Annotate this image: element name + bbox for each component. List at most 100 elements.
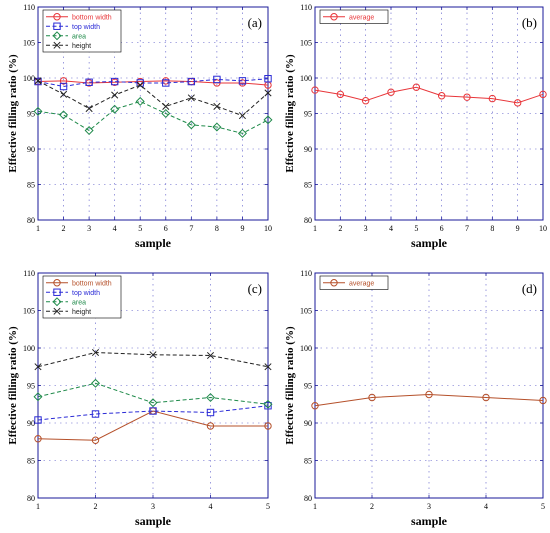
x-tick-label: 1 bbox=[36, 502, 40, 511]
y-tick-label: 110 bbox=[23, 3, 35, 12]
data-point bbox=[206, 351, 215, 360]
y-tick-label: 80 bbox=[27, 216, 35, 225]
series-average bbox=[311, 83, 547, 107]
x-tick-label: 2 bbox=[338, 224, 342, 233]
legend: bottom width top width area height bbox=[42, 275, 122, 319]
x-tick-label: 4 bbox=[389, 224, 393, 233]
y-tick-label: 85 bbox=[27, 181, 35, 190]
series-area bbox=[33, 96, 273, 138]
y-tick-label: 85 bbox=[27, 457, 35, 466]
x-tick-label: 7 bbox=[465, 224, 469, 233]
legend-label: top width bbox=[72, 24, 100, 31]
panel-label: (b) bbox=[522, 15, 537, 30]
data-point bbox=[488, 94, 497, 103]
x-axis-label: sample bbox=[411, 514, 448, 528]
y-tick-label: 85 bbox=[304, 457, 312, 466]
chart-panel-d: 80 85 90 95 100 105 110 1 2 3 4 5 Effective filling … bbox=[284, 269, 547, 528]
series-average bbox=[311, 390, 547, 410]
panel-label: (a) bbox=[248, 15, 262, 30]
data-point bbox=[90, 378, 101, 388]
x-tick-label: 4 bbox=[113, 224, 117, 233]
data-point bbox=[53, 288, 61, 296]
series-top-width bbox=[34, 402, 272, 424]
series-line bbox=[37, 351, 269, 368]
x-tick-label: 3 bbox=[364, 224, 368, 233]
series-area bbox=[33, 378, 273, 409]
y-tick-label: 90 bbox=[27, 419, 35, 428]
data-point bbox=[212, 122, 222, 132]
data-point bbox=[52, 297, 62, 307]
data-point bbox=[91, 436, 100, 444]
data-point bbox=[311, 402, 319, 410]
y-axis-label: Effective filling ratio (%) bbox=[7, 54, 19, 173]
data-point bbox=[539, 396, 547, 405]
legend-box bbox=[319, 275, 389, 290]
x-tick-label: 3 bbox=[151, 502, 155, 511]
data-point bbox=[264, 363, 272, 371]
series-bottom-width bbox=[34, 77, 272, 89]
x-tick-label: 1 bbox=[36, 224, 40, 233]
data-point bbox=[437, 92, 446, 100]
y-tick-label: 80 bbox=[304, 216, 312, 225]
x-tick-label: 2 bbox=[370, 502, 374, 511]
panel-label: (d) bbox=[522, 281, 537, 296]
x-tick-label: 4 bbox=[209, 502, 213, 511]
x-tick-label: 8 bbox=[215, 224, 219, 233]
y-tick-label: 95 bbox=[304, 382, 312, 391]
y-tick-label: 90 bbox=[304, 419, 312, 428]
data-point bbox=[53, 13, 61, 21]
y-tick-label: 110 bbox=[300, 3, 312, 12]
x-tick-label: 9 bbox=[240, 224, 244, 233]
legend-label: bottom width bbox=[72, 280, 112, 287]
y-tick-label: 100 bbox=[23, 344, 35, 353]
data-point bbox=[148, 398, 158, 408]
x-axis-label: sample bbox=[135, 514, 172, 528]
y-tick-label: 95 bbox=[304, 110, 312, 119]
data-point bbox=[34, 77, 42, 86]
data-point bbox=[84, 126, 94, 136]
x-tick-label: 10 bbox=[264, 224, 272, 233]
chart-panel-b: 80 85 90 95 100 105 110 1 2 3 4 5 6 7 8 9 10 Effective fi… bbox=[284, 3, 547, 250]
data-point bbox=[162, 102, 170, 110]
data-point bbox=[85, 78, 93, 86]
legend-label: area bbox=[72, 299, 86, 306]
data-point bbox=[33, 392, 43, 402]
y-tick-label: 100 bbox=[23, 74, 35, 83]
chart-panel-c: 80 85 90 95 100 105 110 1 2 3 4 5 Effective filling … bbox=[7, 269, 273, 528]
data-point bbox=[136, 79, 144, 87]
data-point bbox=[53, 22, 61, 30]
x-tick-label: 4 bbox=[484, 502, 488, 511]
y-tick-label: 110 bbox=[300, 269, 312, 278]
legend-label: average bbox=[349, 14, 374, 21]
data-point bbox=[110, 77, 119, 86]
series-line bbox=[37, 382, 269, 405]
data-point bbox=[161, 108, 171, 119]
legend: bottom width top width area height bbox=[42, 9, 122, 53]
data-point bbox=[59, 110, 69, 120]
x-tick-label: 2 bbox=[62, 224, 66, 233]
data-point bbox=[187, 77, 196, 86]
data-point bbox=[34, 77, 42, 85]
data-point bbox=[34, 363, 42, 371]
data-point bbox=[53, 41, 61, 49]
data-point bbox=[264, 89, 272, 97]
y-axis-label: Effective filling ratio (%) bbox=[7, 326, 19, 445]
legend: average bbox=[319, 275, 389, 290]
data-point bbox=[149, 351, 157, 359]
data-point bbox=[110, 104, 120, 114]
y-tick-label: 105 bbox=[23, 307, 35, 316]
y-tick-label: 110 bbox=[23, 269, 35, 278]
chart-panel-a: 80 85 90 95 100 105 110 1 2 3 4 5 6 7 8 9 10 Effective fi… bbox=[7, 3, 273, 250]
data-point bbox=[264, 402, 272, 410]
data-point bbox=[205, 392, 216, 403]
data-point bbox=[412, 83, 421, 91]
x-tick-label: 6 bbox=[440, 224, 444, 233]
data-point bbox=[336, 90, 345, 99]
data-point bbox=[238, 112, 246, 120]
data-point bbox=[162, 79, 170, 87]
y-tick-label: 105 bbox=[300, 39, 312, 48]
data-point bbox=[425, 390, 433, 399]
data-point bbox=[213, 102, 221, 110]
data-point bbox=[206, 408, 215, 417]
